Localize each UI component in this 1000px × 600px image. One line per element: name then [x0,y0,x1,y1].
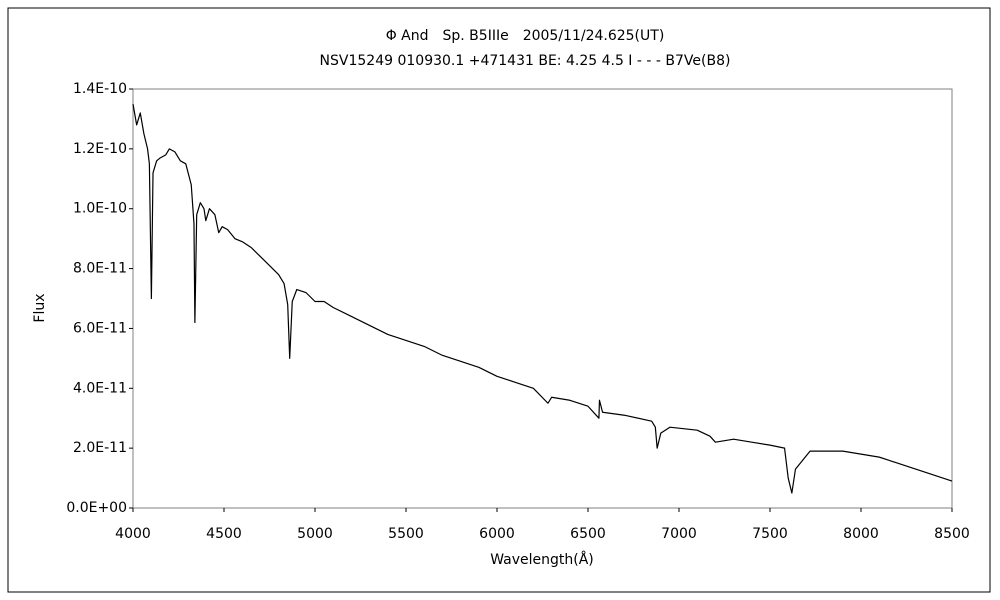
chart-subtitle: NSV15249 010930.1 +471431 BE: 4.25 4.5 I… [320,53,731,69]
y-axis-label: Flux [32,293,48,322]
x-axis-label: Wavelength(Å) [490,551,594,568]
x-tick-label: 6000 [479,526,515,542]
chart-title: Φ And Sp. B5IIIe 2005/11/24.625(UT) [386,28,665,44]
y-tick-label: 1.2E-10 [73,141,127,157]
y-tick-label: 2.0E-11 [73,440,127,456]
y-tick-label: 6.0E-11 [73,320,127,336]
spectrum-line [132,103,953,494]
x-tick-label: 7500 [752,526,788,542]
x-tick-label: 4500 [206,526,242,542]
y-tick-label: 1.4E-10 [73,81,127,97]
x-tick-label: 5500 [388,526,424,542]
y-tick-label: 0.0E+00 [66,500,127,516]
y-tick-label: 4.0E-11 [73,380,127,396]
y-tick-label: 1.0E-10 [73,201,127,217]
x-tick-label: 4000 [115,526,151,542]
x-tick-label: 7000 [661,526,697,542]
y-tick-label: 8.0E-11 [73,261,127,277]
x-tick-label: 5000 [297,526,333,542]
x-tick-label: 8500 [934,526,970,542]
x-tick-label: 8000 [843,526,879,542]
plot-area [132,88,953,509]
x-tick-label: 6500 [570,526,606,542]
